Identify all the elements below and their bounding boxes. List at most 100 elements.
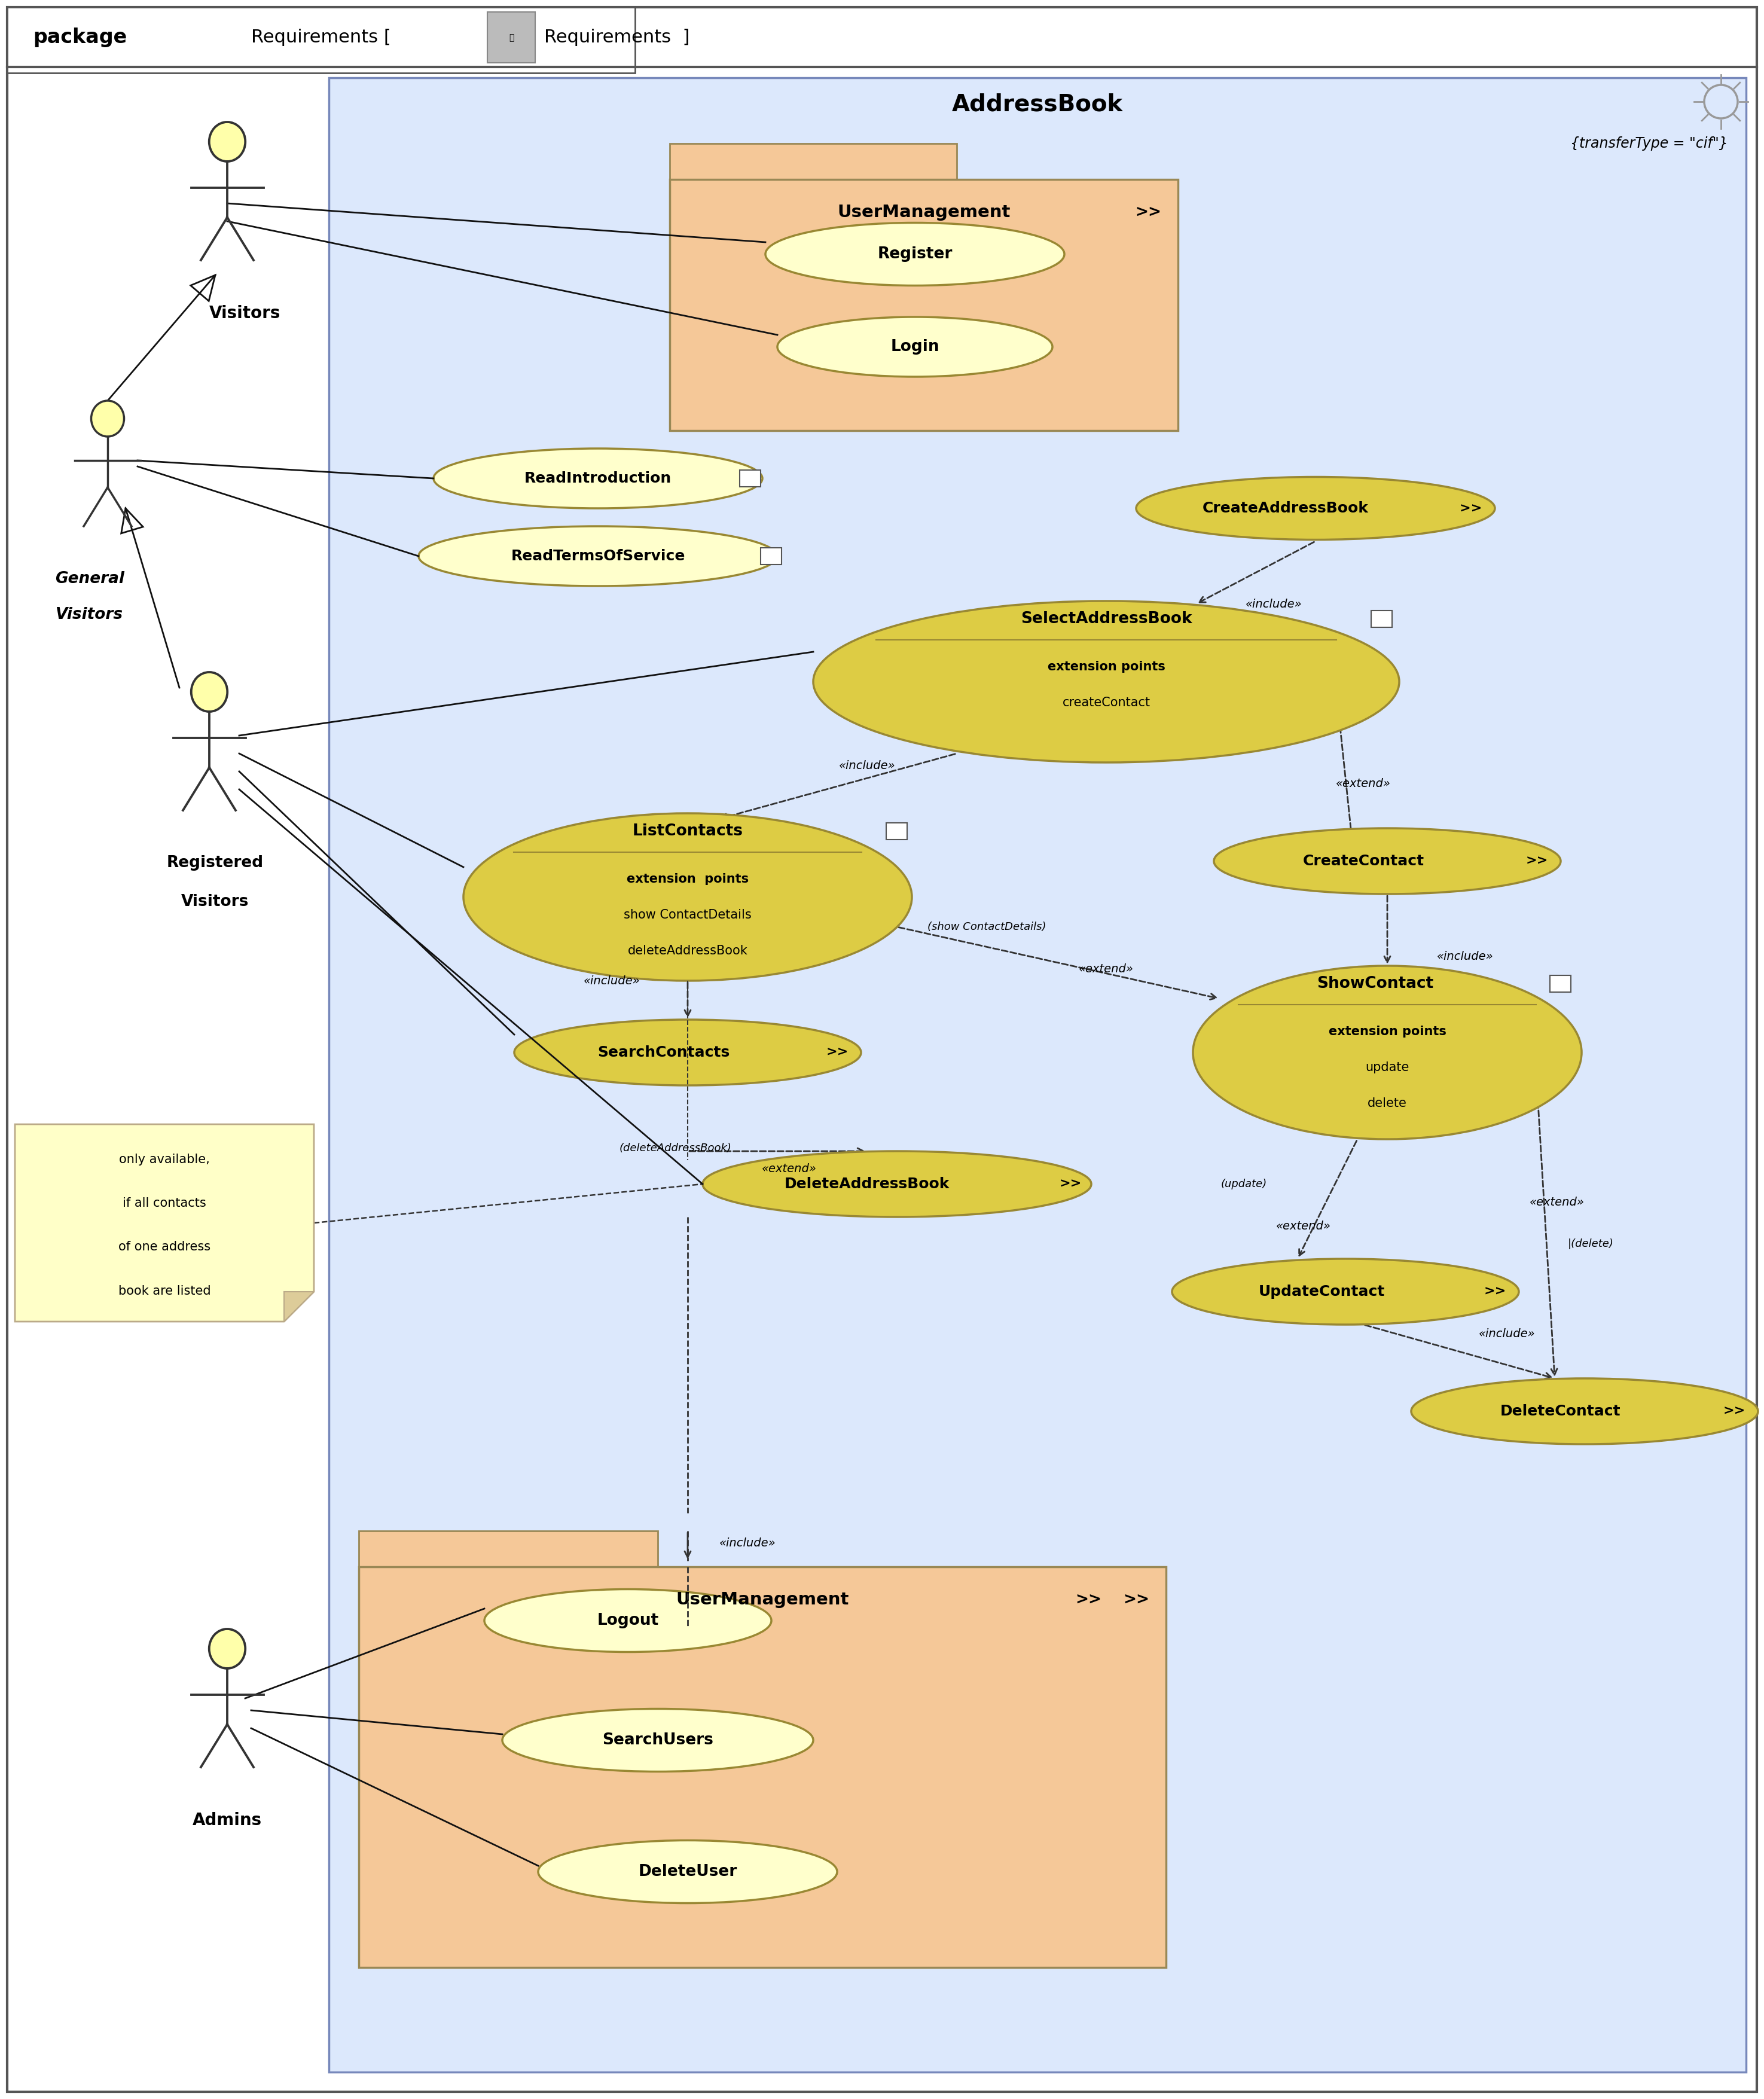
Text: «extend»: «extend» — [1335, 779, 1390, 789]
Ellipse shape — [766, 222, 1064, 285]
FancyBboxPatch shape — [7, 6, 1757, 2093]
Text: >>: >> — [1124, 1591, 1150, 1608]
FancyBboxPatch shape — [670, 143, 956, 178]
Text: «include»: «include» — [720, 1536, 776, 1549]
FancyBboxPatch shape — [1371, 611, 1392, 628]
Text: Visitors: Visitors — [210, 304, 280, 321]
Text: ListContacts: ListContacts — [632, 823, 743, 840]
Text: «include»: «include» — [1245, 598, 1302, 609]
Ellipse shape — [538, 1841, 838, 1904]
Text: «extend»: «extend» — [762, 1163, 817, 1175]
Polygon shape — [14, 1125, 314, 1322]
Text: AddressBook: AddressBook — [953, 92, 1124, 115]
Text: 👤: 👤 — [508, 34, 513, 42]
Text: DeleteContact: DeleteContact — [1501, 1404, 1621, 1419]
Ellipse shape — [702, 1150, 1092, 1217]
Text: extension points: extension points — [1048, 661, 1164, 674]
Text: ShowContact: ShowContact — [1318, 976, 1434, 991]
Text: package: package — [34, 27, 127, 46]
Ellipse shape — [1136, 476, 1494, 539]
Text: CreateAddressBook: CreateAddressBook — [1203, 502, 1369, 516]
Ellipse shape — [778, 317, 1053, 376]
Text: Visitors: Visitors — [182, 894, 249, 909]
Text: >>: >> — [1526, 854, 1549, 867]
Ellipse shape — [92, 401, 123, 437]
Ellipse shape — [503, 1709, 813, 1772]
Text: «include»: «include» — [584, 976, 640, 987]
Text: ReadIntroduction: ReadIntroduction — [524, 472, 672, 485]
Text: Login: Login — [891, 340, 938, 355]
Text: UserManagement: UserManagement — [676, 1591, 848, 1608]
Ellipse shape — [210, 1629, 245, 1669]
FancyBboxPatch shape — [487, 13, 534, 63]
Text: SearchContacts: SearchContacts — [598, 1045, 730, 1060]
Text: |(delete): |(delete) — [1568, 1238, 1614, 1249]
Ellipse shape — [813, 600, 1399, 762]
Text: delete: delete — [1367, 1098, 1408, 1108]
FancyBboxPatch shape — [328, 78, 1746, 2072]
Text: (deleteAddressBook): (deleteAddressBook) — [619, 1142, 732, 1154]
Text: ReadTermsOfService: ReadTermsOfService — [512, 550, 684, 563]
Text: Admins: Admins — [192, 1811, 261, 1828]
Text: createContact: createContact — [1062, 697, 1150, 709]
Text: extension  points: extension points — [626, 873, 748, 886]
Text: >>: >> — [1058, 1178, 1081, 1190]
FancyBboxPatch shape — [739, 470, 760, 487]
Text: UpdateContact: UpdateContact — [1258, 1285, 1385, 1299]
Ellipse shape — [1192, 966, 1582, 1140]
Text: Registered: Registered — [168, 854, 265, 871]
Text: UserManagement: UserManagement — [838, 204, 1011, 220]
Ellipse shape — [1214, 829, 1561, 894]
Text: Register: Register — [877, 246, 953, 262]
Ellipse shape — [191, 672, 228, 712]
FancyBboxPatch shape — [1551, 976, 1572, 993]
Text: DeleteUser: DeleteUser — [639, 1864, 737, 1879]
Text: DeleteAddressBook: DeleteAddressBook — [785, 1178, 949, 1192]
Text: «extend»: «extend» — [1080, 963, 1134, 974]
Text: «include»: «include» — [1436, 951, 1494, 963]
Text: >>: >> — [1723, 1406, 1745, 1417]
FancyBboxPatch shape — [358, 1566, 1166, 1967]
Text: Requirements [: Requirements [ — [250, 29, 392, 46]
Text: book are listed: book are listed — [118, 1285, 210, 1297]
Ellipse shape — [418, 527, 778, 586]
Ellipse shape — [1171, 1259, 1519, 1324]
Ellipse shape — [210, 122, 245, 162]
Ellipse shape — [434, 449, 762, 508]
Ellipse shape — [1411, 1379, 1759, 1444]
Text: >>: >> — [826, 1047, 848, 1058]
Text: >>: >> — [1074, 1591, 1101, 1608]
Text: «include»: «include» — [1478, 1329, 1535, 1339]
Text: >>​: >>​ — [1461, 502, 1482, 514]
Text: of one address: of one address — [118, 1241, 210, 1253]
Text: Visitors: Visitors — [56, 607, 123, 623]
Text: update: update — [1365, 1062, 1409, 1073]
Ellipse shape — [485, 1589, 771, 1652]
Text: «include»: «include» — [838, 760, 896, 770]
Text: Logout: Logout — [596, 1612, 658, 1629]
FancyBboxPatch shape — [887, 823, 907, 840]
FancyBboxPatch shape — [7, 6, 635, 73]
Text: (show ContactDetails): (show ContactDetails) — [928, 921, 1046, 932]
Text: >>: >> — [1134, 204, 1161, 220]
Text: {transferType = "cif"}: {transferType = "cif"} — [1570, 136, 1729, 151]
Text: >>: >> — [1484, 1287, 1506, 1297]
Text: deleteAddressBook: deleteAddressBook — [628, 945, 748, 957]
Ellipse shape — [515, 1020, 861, 1085]
Text: extension points: extension points — [1328, 1026, 1446, 1037]
FancyBboxPatch shape — [760, 548, 781, 565]
Polygon shape — [284, 1291, 314, 1322]
Text: SearchUsers: SearchUsers — [602, 1732, 713, 1748]
Text: General: General — [55, 571, 123, 586]
Text: «extend»: «extend» — [1529, 1196, 1584, 1207]
Text: CreateContact: CreateContact — [1302, 854, 1424, 869]
Ellipse shape — [464, 812, 912, 980]
Text: if all contacts: if all contacts — [123, 1196, 206, 1209]
Text: SelectAddressBook: SelectAddressBook — [1021, 611, 1192, 628]
FancyBboxPatch shape — [670, 178, 1178, 430]
Text: (update): (update) — [1221, 1180, 1267, 1190]
Text: show ContactDetails: show ContactDetails — [624, 909, 751, 921]
Text: «extend»: «extend» — [1275, 1220, 1332, 1232]
Text: only available,: only available, — [120, 1152, 210, 1165]
Text: Requirements  ]: Requirements ] — [543, 29, 690, 46]
